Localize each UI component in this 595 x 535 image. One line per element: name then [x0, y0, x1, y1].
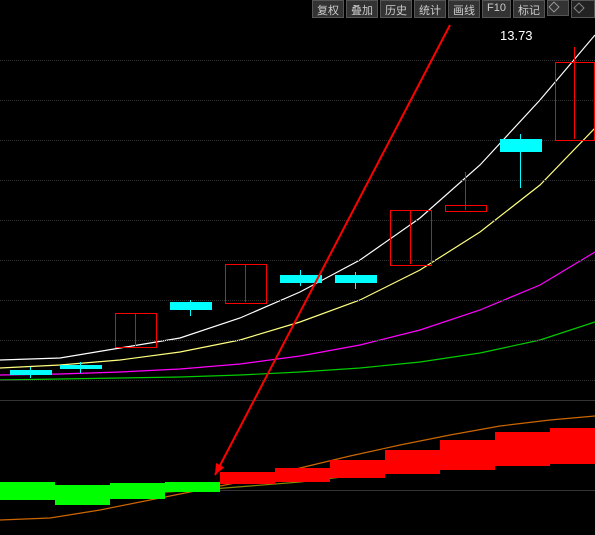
chart-container: 复权 叠加 历史 统计 画线 F10 标记 13.73 — [0, 0, 595, 535]
toolbar-btn-huaxian[interactable]: 画线 — [448, 0, 480, 18]
main-svg — [0, 20, 595, 400]
toolbar: 复权 叠加 历史 统计 画线 F10 标记 — [312, 0, 595, 18]
toolbar-btn-tongji[interactable]: 统计 — [414, 0, 446, 18]
square-icon[interactable] — [571, 0, 595, 18]
sub-macd-panel — [0, 400, 595, 535]
toolbar-btn-f10[interactable]: F10 — [482, 0, 511, 18]
main-candlestick-panel — [0, 20, 595, 400]
last-price-label: 13.73 — [500, 28, 533, 43]
toolbar-btn-biaoji[interactable]: 标记 — [513, 0, 545, 18]
toolbar-btn-lishi[interactable]: 历史 — [380, 0, 412, 18]
toolbar-btn-fuquan[interactable]: 复权 — [312, 0, 344, 18]
diamond-icon[interactable] — [547, 0, 569, 16]
toolbar-btn-diejia[interactable]: 叠加 — [346, 0, 378, 18]
